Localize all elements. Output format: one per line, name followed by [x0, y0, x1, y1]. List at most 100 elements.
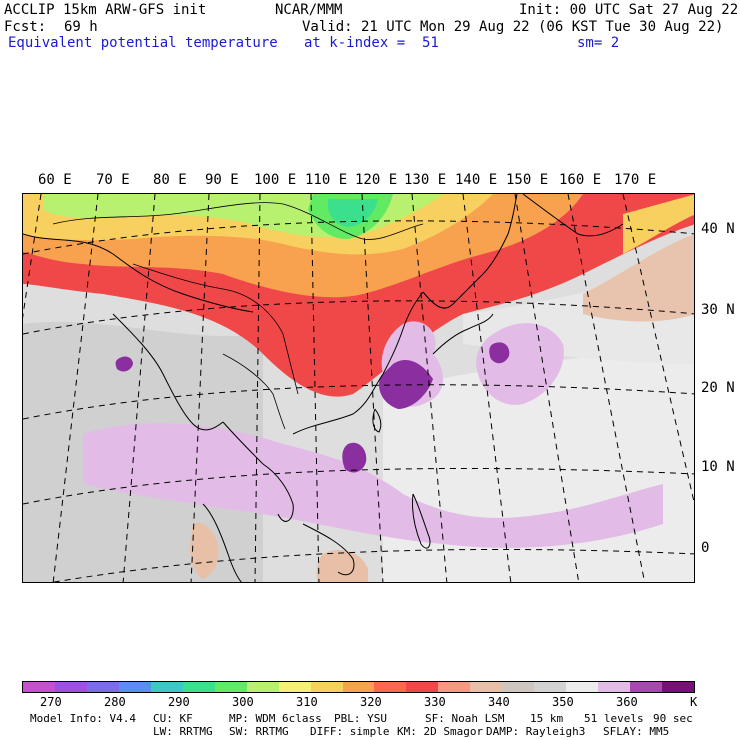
colorbar-label: 320: [360, 695, 382, 709]
coastlines: [23, 194, 624, 582]
latitude-line: [23, 220, 694, 255]
field-name: Equivalent potential temperature: [8, 35, 278, 51]
colorbar-segment: [662, 682, 695, 692]
coastline: [112, 313, 224, 431]
theta-e-map: [22, 193, 695, 583]
lon-label: 130 E: [404, 172, 447, 188]
latitude-line: [23, 300, 694, 335]
border: [222, 353, 286, 430]
center-name: NCAR/MMM: [275, 2, 343, 18]
smoothing-info: sm= 2: [577, 35, 620, 51]
coastline: [302, 523, 355, 576]
colorbar-segment: [342, 682, 375, 692]
footer-levels: 51 levels: [584, 712, 644, 725]
coastline: [23, 233, 254, 313]
longitude-line: [622, 194, 694, 504]
colorbar-segment: [246, 682, 279, 692]
colorbar-segment: [438, 682, 471, 692]
colorbar-segment: [86, 682, 119, 692]
lon-label: 80 E: [153, 172, 187, 188]
level-info: at k-index = 51: [304, 35, 439, 51]
lat-label: 0: [701, 540, 710, 556]
map-field: [23, 194, 694, 582]
footer-damp: DAMP: Rayleigh3: [486, 725, 586, 738]
warm-patch: [190, 522, 219, 579]
warm-region: [583, 234, 694, 322]
model-title: ACCLIP 15km ARW-GFS init: [4, 2, 207, 18]
footer-sw: SW: RRTMG: [229, 725, 289, 738]
graticule: [23, 194, 694, 582]
colorbar-segment: [534, 682, 567, 692]
lon-label: 120 E: [355, 172, 398, 188]
footer-mp: MP: WDM 6class: [229, 712, 322, 725]
colorbar-segment: [118, 682, 151, 692]
colorbar-segment: [502, 682, 535, 692]
coastline: [412, 493, 431, 549]
coastline: [432, 313, 494, 355]
footer-lw: LW: RRTMG: [153, 725, 213, 738]
colorbar-segment: [598, 682, 631, 692]
latitude-line: [51, 548, 694, 582]
colorbar-label: 290: [168, 695, 190, 709]
colorbar-segment: [406, 682, 439, 692]
forecast-hours: 69 h: [64, 19, 98, 35]
colorbar-segment: [630, 682, 663, 692]
colorbar-segment: [150, 682, 183, 692]
purple-core: [115, 356, 133, 372]
footer-sflay: SFLAY: MM5: [603, 725, 670, 738]
coastline: [292, 291, 424, 435]
colorbar-label: 330: [424, 695, 446, 709]
footer-resolution: 15 km: [530, 712, 564, 725]
lon-label: 90 E: [205, 172, 239, 188]
colorbar-segment: [566, 682, 599, 692]
init-time: Init: 00 UTC Sat 27 Aug 22: [519, 2, 739, 18]
coastline: [222, 421, 294, 522]
colorbar-segment: [470, 682, 503, 692]
colorbar-label: 340: [488, 695, 510, 709]
colorbar-label: 280: [104, 695, 126, 709]
coastline: [372, 408, 382, 433]
yellow-patch: [623, 194, 694, 254]
colorbar-segment: [278, 682, 311, 692]
footer-timestep: 90 sec: [653, 712, 693, 725]
colorbar-segment: [374, 682, 407, 692]
lat-label: 20 N: [701, 380, 735, 396]
lon-label: 140 E: [455, 172, 498, 188]
latitude-line: [23, 467, 694, 505]
coastline: [422, 194, 518, 309]
colorbar-segment: [310, 682, 343, 692]
purple-light-region: [83, 423, 663, 548]
purple-core: [342, 442, 367, 473]
footer-pbl: PBL: YSU: [334, 712, 387, 725]
footer-km: KM: 2D Smagor: [397, 725, 484, 738]
forecast-label: Fcst:: [4, 19, 47, 35]
valid-time: Valid: 21 UTC Mon 29 Aug 22 (06 KST Tue …: [302, 19, 724, 35]
colorbar: [22, 681, 695, 693]
colorbar-segment: [182, 682, 215, 692]
footer-sf: SF: Noah LSM: [425, 712, 505, 725]
latitude-line: [23, 384, 694, 420]
lon-label: 110 E: [305, 172, 348, 188]
colorbar-label: 360: [616, 695, 638, 709]
border: [52, 202, 424, 240]
border: [132, 263, 299, 395]
colorbar-segment: [214, 682, 247, 692]
lon-label: 70 E: [96, 172, 130, 188]
lon-label: 100 E: [254, 172, 297, 188]
purple-core: [489, 342, 510, 364]
colorbar-segment: [54, 682, 87, 692]
footer-diff: DIFF: simple: [310, 725, 390, 738]
footer-cu: CU: KF: [153, 712, 193, 725]
footer-model-info: Model Info: V4.4: [30, 712, 136, 725]
lat-label: 40 N: [701, 221, 735, 237]
lat-label: 30 N: [701, 302, 735, 318]
borders: [52, 202, 424, 430]
colorbar-segment: [23, 682, 55, 692]
lon-label: 60 E: [38, 172, 72, 188]
coastline: [522, 194, 624, 237]
lat-label: 10 N: [701, 459, 735, 475]
cyan-core: [328, 199, 378, 227]
coastline: [202, 503, 242, 582]
colorbar-label: 300: [232, 695, 254, 709]
colorbar-label: 270: [40, 695, 62, 709]
